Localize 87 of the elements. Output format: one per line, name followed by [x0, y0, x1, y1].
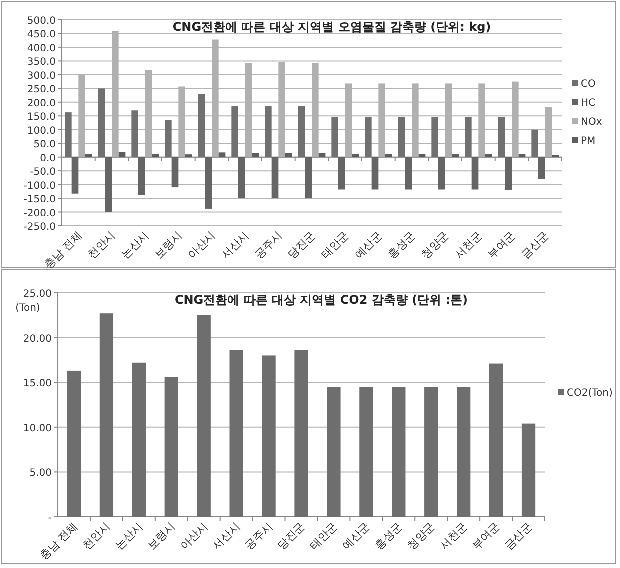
bar [405, 157, 412, 190]
bar [72, 157, 79, 194]
bar [272, 157, 279, 199]
bar [265, 106, 272, 158]
bar [118, 152, 126, 158]
bar [505, 157, 512, 190]
bar [472, 157, 479, 190]
bar [532, 130, 538, 158]
chart-title: CNG전환에 따른 대상 지역별 오염물질 감축량 (단위: kg) [172, 20, 492, 34]
bar [424, 387, 438, 517]
legend-label: NOx [581, 117, 602, 128]
bar [498, 118, 506, 158]
y-tick-label: 500.0 [27, 16, 56, 27]
bar [392, 387, 406, 517]
y-tick-label: 20.00 [23, 334, 52, 345]
y-tick-label: 0.0 [40, 153, 56, 164]
chart-title: CNG전환에 따른 대상 지역별 CO2 감축량 (단위 :톤) [174, 293, 468, 307]
bar [372, 157, 379, 190]
bar [238, 157, 246, 199]
y-tick-label: 50.0 [34, 140, 56, 151]
bar [197, 315, 211, 517]
bar [262, 356, 276, 517]
bar [105, 157, 112, 212]
bar [132, 110, 138, 158]
bar [398, 118, 406, 158]
bar [327, 387, 341, 517]
bar [318, 153, 326, 158]
y-tick-label: 300.0 [27, 70, 56, 82]
bar [252, 153, 259, 158]
y-tick-label: 200.0 [27, 98, 56, 110]
bar [522, 424, 536, 517]
y-tick-label: 10.00 [23, 423, 52, 434]
bar [286, 153, 292, 158]
y-tick-label: 5.00 [30, 468, 52, 480]
bar [218, 152, 226, 158]
bar [198, 94, 206, 158]
y-tick-label: -100.0 [24, 180, 56, 192]
bar [332, 118, 338, 158]
bar [230, 350, 244, 517]
legend-label: CO2(Ton) [567, 388, 613, 399]
bar [418, 154, 426, 158]
y-tick-label: 450.0 [27, 30, 56, 41]
bar [86, 154, 92, 158]
bar [486, 154, 492, 158]
bar [360, 387, 374, 517]
bar [205, 157, 212, 209]
bar [338, 157, 346, 190]
bar [165, 120, 172, 158]
bar [172, 157, 179, 188]
bar [438, 157, 446, 190]
legend-label: HC [581, 98, 596, 109]
bar [386, 154, 392, 158]
bar [132, 362, 146, 517]
y-tick-label: 350.0 [27, 57, 56, 68]
bar [164, 377, 178, 517]
bar [465, 118, 472, 158]
bar [452, 154, 459, 158]
bar [294, 350, 308, 517]
y-tick-label: -200.0 [24, 208, 56, 220]
y-tick-label: 150.0 [27, 112, 56, 124]
bar [67, 370, 82, 517]
bar [432, 118, 438, 158]
bar [518, 154, 526, 158]
bar [186, 154, 192, 158]
bar [538, 157, 546, 180]
bar [489, 364, 504, 517]
y-axis-title: (Ton) [16, 303, 40, 314]
y-tick-label: -150.0 [24, 194, 56, 206]
bar [65, 112, 72, 158]
bar [305, 157, 312, 199]
bar [152, 154, 159, 158]
y-tick-label: 400.0 [27, 43, 56, 54]
bar [138, 157, 146, 196]
legend-label: PM [581, 136, 596, 147]
legend-label: CO [581, 79, 596, 90]
bar [298, 106, 306, 158]
y-tick-label: 250.0 [27, 84, 56, 96]
bar [98, 88, 106, 158]
bar [352, 154, 359, 158]
y-tick-label: 25.00 [23, 289, 52, 300]
y-tick-label: 100.0 [27, 126, 56, 137]
bar [457, 387, 471, 517]
bar [100, 314, 114, 517]
bar [232, 106, 238, 158]
y-tick-label: 15.00 [23, 378, 52, 390]
y-tick-label: -50.0 [30, 167, 56, 178]
bar [365, 118, 372, 158]
